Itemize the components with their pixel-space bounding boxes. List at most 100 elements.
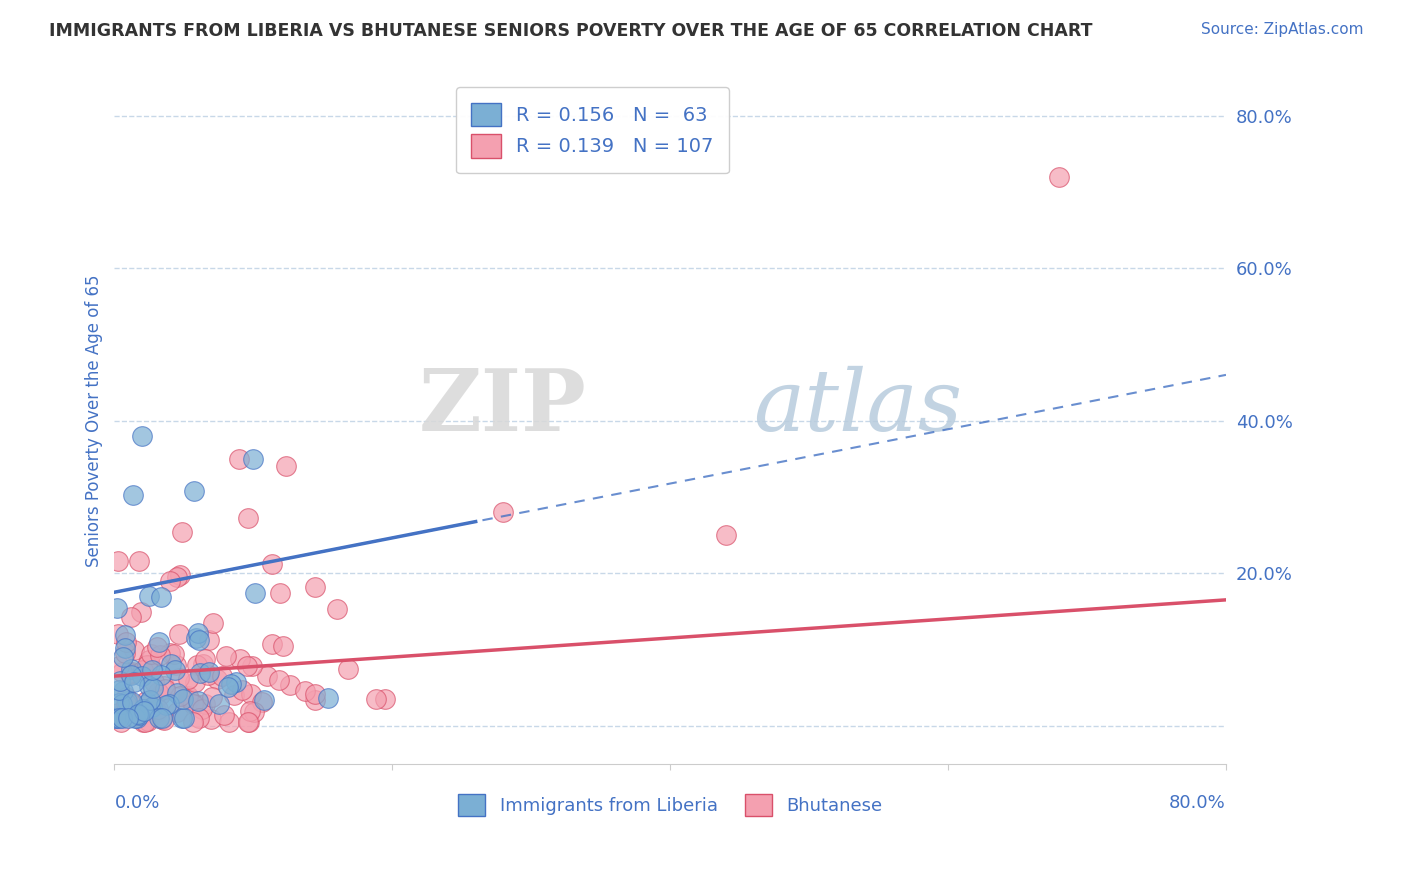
Point <box>201 690 224 704</box>
Point <box>148 635 170 649</box>
Point <box>138 590 160 604</box>
Point <box>238 714 260 729</box>
Point <box>131 704 153 718</box>
Point <box>183 483 205 498</box>
Point <box>150 713 173 727</box>
Point <box>225 674 247 689</box>
Point <box>112 684 135 698</box>
Point <box>131 714 153 729</box>
Point <box>105 601 128 615</box>
Point <box>316 690 339 705</box>
Point <box>219 677 242 691</box>
Point <box>236 510 259 524</box>
Point <box>142 701 165 715</box>
Point <box>145 640 167 655</box>
Point <box>153 681 176 696</box>
Point <box>135 694 157 708</box>
Point <box>269 673 291 687</box>
Point <box>122 674 145 689</box>
Point <box>128 554 150 568</box>
Point <box>159 657 181 671</box>
Point <box>114 628 136 642</box>
Point <box>163 647 186 661</box>
Point <box>131 429 153 443</box>
Point <box>131 669 153 683</box>
Point <box>187 711 209 725</box>
Point <box>114 690 136 705</box>
Point <box>238 714 260 729</box>
Point <box>336 662 359 676</box>
Point <box>256 669 278 683</box>
Point <box>198 665 221 679</box>
Point <box>107 554 129 568</box>
Point <box>250 695 273 709</box>
Point <box>115 696 138 710</box>
Point <box>149 688 172 702</box>
Point <box>193 657 215 671</box>
Point <box>146 706 169 720</box>
Point <box>228 451 250 466</box>
Point <box>146 685 169 699</box>
Point <box>157 697 180 711</box>
Point <box>110 714 132 729</box>
Point <box>242 658 264 673</box>
Point <box>148 702 170 716</box>
Point <box>492 505 515 519</box>
Point <box>141 663 163 677</box>
Point <box>218 714 240 729</box>
Point <box>114 641 136 656</box>
Point <box>212 708 235 723</box>
Point <box>108 683 131 698</box>
Text: IMMIGRANTS FROM LIBERIA VS BHUTANESE SENIORS POVERTY OVER THE AGE OF 65 CORRELAT: IMMIGRANTS FROM LIBERIA VS BHUTANESE SEN… <box>49 22 1092 40</box>
Point <box>131 663 153 677</box>
Text: atlas: atlas <box>754 366 963 449</box>
Point <box>184 674 207 689</box>
Point <box>173 711 195 725</box>
Point <box>242 451 264 466</box>
Point <box>122 643 145 657</box>
Point <box>304 687 326 701</box>
Point <box>138 653 160 667</box>
Point <box>374 691 396 706</box>
Point <box>208 697 231 711</box>
Point <box>214 648 236 663</box>
Point <box>183 698 205 712</box>
Point <box>108 696 131 710</box>
Point <box>129 606 152 620</box>
Point <box>242 705 264 719</box>
Point <box>169 671 191 685</box>
Point <box>181 714 204 729</box>
Point <box>202 615 225 630</box>
Point <box>149 648 172 662</box>
Point <box>184 631 207 645</box>
Point <box>134 714 156 729</box>
Point <box>114 646 136 660</box>
Point <box>262 558 284 572</box>
Point <box>177 672 200 686</box>
Legend: Immigrants from Liberia, Bhutanese: Immigrants from Liberia, Bhutanese <box>451 787 890 823</box>
Point <box>224 688 246 702</box>
Point <box>121 665 143 679</box>
Point <box>188 666 211 681</box>
Point <box>127 706 149 721</box>
Point <box>172 692 194 706</box>
Point <box>138 679 160 693</box>
Point <box>107 627 129 641</box>
Point <box>274 458 297 473</box>
Point <box>118 666 141 681</box>
Point <box>169 568 191 582</box>
Point <box>150 711 173 725</box>
Point <box>111 711 134 725</box>
Point <box>112 650 135 665</box>
Point <box>121 668 143 682</box>
Y-axis label: Seniors Poverty Over the Age of 65: Seniors Poverty Over the Age of 65 <box>86 275 103 567</box>
Point <box>120 662 142 676</box>
Point <box>188 633 211 648</box>
Point <box>165 657 187 672</box>
Point <box>239 687 262 701</box>
Point <box>155 698 177 712</box>
Point <box>153 680 176 694</box>
Text: ZIP: ZIP <box>419 365 586 449</box>
Point <box>239 704 262 718</box>
Point <box>714 528 737 542</box>
